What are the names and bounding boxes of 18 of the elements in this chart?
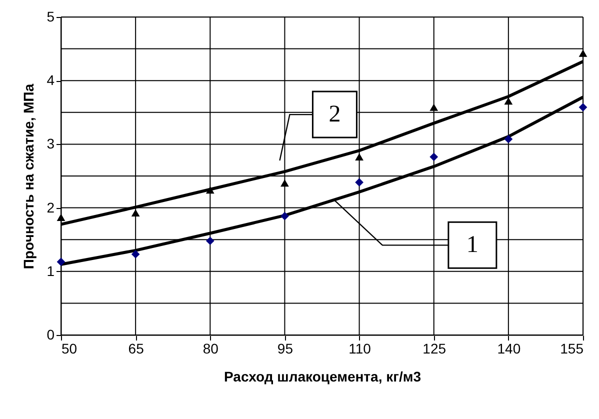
y-tick-label: 4: [46, 72, 55, 88]
x-tick-label: 155: [560, 340, 584, 356]
y-axis-title: Прочность на сжатие, МПа: [20, 84, 37, 270]
annotation: 2: [328, 102, 341, 128]
y-tick-label: 5: [46, 8, 55, 24]
x-tick-label: 95: [277, 340, 294, 356]
x-tick-label: 140: [497, 340, 521, 356]
annotation: 1: [466, 232, 478, 258]
x-tick-label: 65: [128, 340, 144, 356]
y-tick-label: 2: [46, 199, 55, 216]
x-axis-title: Расход шлакоцемента, кг/м3: [224, 368, 422, 384]
y-tick-label: 3: [46, 136, 55, 152]
y-tick-label: 1: [46, 262, 55, 279]
y-tick-label: 0: [46, 326, 55, 342]
x-tick-label: 50: [62, 340, 78, 356]
x-tick-label: 110: [348, 340, 372, 356]
x-tick-label: 80: [202, 340, 219, 356]
x-tick-label: 125: [422, 340, 446, 356]
